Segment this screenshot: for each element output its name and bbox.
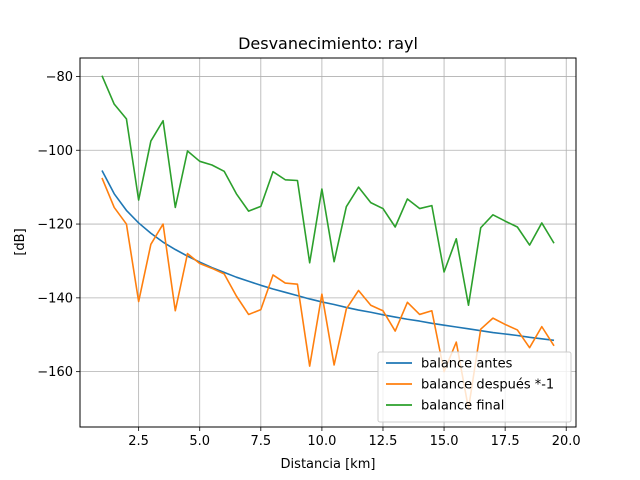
x-axis-label: Distancia [km] <box>281 457 376 472</box>
series-lines <box>101 75 555 410</box>
legend-label-3: balance final <box>421 399 504 414</box>
x-tick-label: 7.5 <box>250 434 271 449</box>
legend-label-1: balance antes <box>421 357 513 372</box>
x-tick-label: 10.0 <box>307 434 336 449</box>
x-tick-label: 20.0 <box>552 434 581 449</box>
series-line-1 <box>101 170 555 342</box>
legend-box <box>377 351 572 423</box>
y-tick-label: −120 <box>37 218 73 233</box>
legend: balance antes balance después *-1 balance … <box>377 351 572 423</box>
chart-title: Desvanecimiento: rayl <box>238 34 418 53</box>
x-tick-label: 5.0 <box>189 434 210 449</box>
x-tick-label: 17.5 <box>491 434 520 449</box>
plot-frame <box>79 57 577 428</box>
x-tick-label: 12.5 <box>368 434 397 449</box>
y-tick-label: −140 <box>37 291 73 306</box>
series-line-3 <box>101 75 555 307</box>
y-tick-label: −160 <box>37 365 73 380</box>
axis-ticks: 2.5 5.0 7.5 10.0 12.5 15.0 17.5 20.0 −80 −100 −120… <box>37 70 580 449</box>
y-tick-label: −100 <box>37 144 73 159</box>
y-axis-label: [dB] <box>13 228 28 255</box>
x-tick-label: 15.0 <box>430 434 459 449</box>
legend-label-2: balance después *-1 <box>421 378 554 393</box>
y-tick-label: −80 <box>46 70 73 85</box>
x-tick-label: 2.5 <box>128 434 149 449</box>
series-line-2 <box>101 177 555 410</box>
